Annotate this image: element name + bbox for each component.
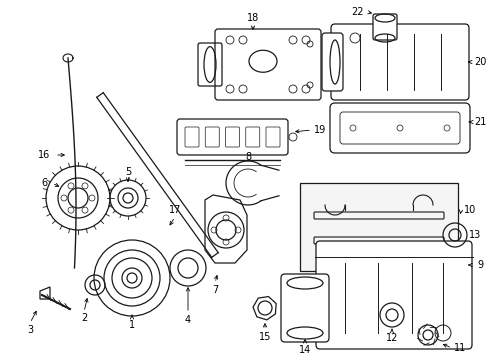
FancyBboxPatch shape	[315, 241, 471, 349]
FancyBboxPatch shape	[372, 14, 396, 40]
Text: 16: 16	[38, 150, 50, 160]
Text: 15: 15	[258, 332, 271, 342]
Text: 20: 20	[473, 57, 485, 67]
Text: 4: 4	[184, 315, 191, 325]
Text: 8: 8	[244, 152, 250, 162]
Text: 11: 11	[453, 343, 465, 353]
Text: 21: 21	[473, 117, 485, 127]
Text: 17: 17	[168, 205, 181, 215]
Text: 3: 3	[27, 325, 33, 335]
Text: 10: 10	[463, 205, 475, 215]
Text: 1: 1	[129, 320, 135, 330]
Text: 5: 5	[124, 167, 131, 177]
FancyBboxPatch shape	[281, 274, 328, 342]
Text: 18: 18	[246, 13, 259, 23]
FancyBboxPatch shape	[330, 24, 468, 100]
Text: 6: 6	[41, 178, 47, 188]
Text: 9: 9	[476, 260, 482, 270]
Text: 13: 13	[468, 230, 480, 240]
Text: 12: 12	[385, 333, 397, 343]
Text: 22: 22	[351, 7, 364, 17]
Text: 14: 14	[298, 345, 310, 355]
Text: 2: 2	[81, 313, 87, 323]
Text: 7: 7	[211, 285, 218, 295]
Text: 19: 19	[313, 125, 325, 135]
FancyBboxPatch shape	[321, 33, 342, 91]
Bar	[299, 183, 457, 271]
